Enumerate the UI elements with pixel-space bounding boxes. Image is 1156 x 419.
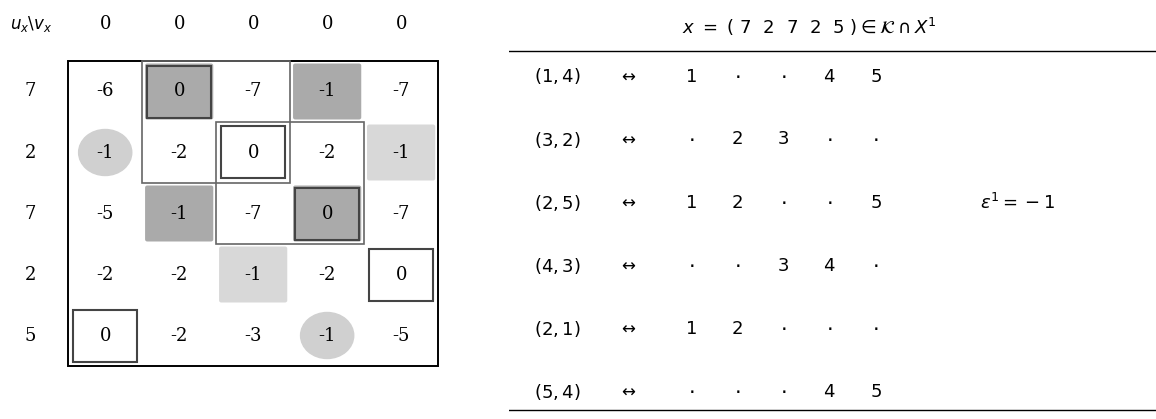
Text: $\leftrightarrow$: $\leftrightarrow$ — [618, 320, 636, 337]
Text: $\cdot$: $\cdot$ — [827, 193, 832, 212]
Text: 0: 0 — [321, 204, 333, 222]
Text: $\varepsilon^1 = -1$: $\varepsilon^1 = -1$ — [980, 192, 1054, 212]
Text: 0: 0 — [99, 326, 111, 344]
Text: $\cdot$: $\cdot$ — [734, 67, 740, 86]
Text: 0: 0 — [173, 83, 185, 101]
Text: 7: 7 — [24, 83, 36, 101]
Text: 2: 2 — [24, 266, 36, 284]
Bar — [221, 127, 284, 178]
FancyBboxPatch shape — [144, 186, 213, 241]
Text: -5: -5 — [96, 204, 114, 222]
Text: $(1,4)$: $(1,4)$ — [534, 67, 581, 86]
Text: $\cdot$: $\cdot$ — [827, 130, 832, 149]
Circle shape — [79, 129, 132, 176]
Text: $\cdot$: $\cdot$ — [688, 130, 694, 149]
Text: 7: 7 — [24, 204, 36, 222]
Text: $\leftrightarrow$: $\leftrightarrow$ — [618, 383, 636, 400]
Text: 5: 5 — [24, 326, 36, 344]
Text: -2: -2 — [170, 326, 188, 344]
FancyBboxPatch shape — [144, 64, 213, 119]
Text: $2$: $2$ — [731, 130, 743, 148]
Text: $\cdot$: $\cdot$ — [734, 382, 740, 401]
Text: -1: -1 — [392, 143, 410, 161]
Text: $5$: $5$ — [869, 194, 882, 212]
Text: $1$: $1$ — [684, 67, 697, 85]
Text: $\cdot$: $\cdot$ — [688, 256, 694, 275]
Text: $5$: $5$ — [869, 383, 882, 401]
Circle shape — [301, 313, 354, 359]
Text: -7: -7 — [392, 204, 410, 222]
Text: -7: -7 — [392, 83, 410, 101]
Text: $2$: $2$ — [731, 320, 743, 337]
Text: $4$: $4$ — [823, 67, 836, 85]
Text: $\cdot$: $\cdot$ — [734, 256, 740, 275]
Text: $\cdot$: $\cdot$ — [873, 256, 879, 275]
Text: -3: -3 — [244, 326, 262, 344]
Text: $3$: $3$ — [777, 130, 790, 148]
Text: 0: 0 — [173, 15, 185, 33]
Text: $\cdot$: $\cdot$ — [780, 67, 786, 86]
Text: $\cdot$: $\cdot$ — [688, 382, 694, 401]
Text: $(3,2)$: $(3,2)$ — [534, 129, 581, 150]
Text: -2: -2 — [318, 143, 336, 161]
Text: 0: 0 — [247, 143, 259, 161]
Text: -7: -7 — [244, 83, 262, 101]
Text: $(2,5)$: $(2,5)$ — [534, 192, 581, 212]
Text: -1: -1 — [318, 326, 336, 344]
Text: $3$: $3$ — [777, 256, 790, 274]
FancyBboxPatch shape — [368, 124, 436, 181]
Text: -2: -2 — [96, 266, 114, 284]
Text: $4$: $4$ — [823, 256, 836, 274]
Text: $\leftrightarrow$: $\leftrightarrow$ — [618, 194, 636, 211]
Text: $\cdot$: $\cdot$ — [827, 319, 832, 338]
Text: -2: -2 — [170, 143, 188, 161]
Bar — [74, 310, 136, 362]
Text: 2: 2 — [24, 143, 36, 161]
FancyBboxPatch shape — [294, 186, 361, 241]
Text: 0: 0 — [99, 15, 111, 33]
Text: $\cdot$: $\cdot$ — [780, 319, 786, 338]
Text: 0: 0 — [247, 15, 259, 33]
Text: -1: -1 — [170, 204, 188, 222]
FancyBboxPatch shape — [294, 64, 361, 119]
Text: $\leftrightarrow$: $\leftrightarrow$ — [618, 257, 636, 274]
Text: $\leftrightarrow$: $\leftrightarrow$ — [618, 68, 636, 85]
Bar — [216, 122, 364, 244]
Text: $\cdot$: $\cdot$ — [780, 382, 786, 401]
Text: $\cdot$: $\cdot$ — [873, 319, 879, 338]
Text: -1: -1 — [244, 266, 262, 284]
Text: 0: 0 — [321, 15, 333, 33]
Bar — [296, 187, 360, 240]
Text: -2: -2 — [318, 266, 336, 284]
Text: $5$: $5$ — [869, 67, 882, 85]
Text: -1: -1 — [96, 143, 114, 161]
Text: $2$: $2$ — [731, 194, 743, 212]
Text: $1$: $1$ — [684, 194, 697, 212]
Text: $(2,1)$: $(2,1)$ — [534, 318, 581, 339]
Text: $\leftrightarrow$: $\leftrightarrow$ — [618, 131, 636, 148]
Text: -1: -1 — [318, 83, 336, 101]
Bar — [142, 61, 290, 183]
Text: $u_x{\backslash}v_x$: $u_x{\backslash}v_x$ — [10, 14, 53, 34]
Text: $\cdot$: $\cdot$ — [873, 130, 879, 149]
Text: -6: -6 — [96, 83, 114, 101]
Text: 0: 0 — [395, 15, 407, 33]
Text: $1$: $1$ — [684, 320, 697, 337]
Text: $(4,3)$: $(4,3)$ — [534, 256, 581, 276]
Bar — [148, 65, 210, 117]
Text: 0: 0 — [395, 266, 407, 284]
Bar — [68, 61, 438, 366]
Text: -5: -5 — [392, 326, 410, 344]
FancyBboxPatch shape — [218, 246, 287, 303]
Bar — [370, 248, 434, 300]
Text: -7: -7 — [244, 204, 262, 222]
Text: $(5,4)$: $(5,4)$ — [534, 382, 581, 401]
Text: $\cdot$: $\cdot$ — [780, 193, 786, 212]
Text: $x \ = \ ( \ 7 \ \ 2 \ \ 7 \ \ 2 \ \ 5 \ ) \in \mathcal{K} \cap X^1$: $x \ = \ ( \ 7 \ \ 2 \ \ 7 \ \ 2 \ \ 5 \… — [682, 16, 936, 38]
Text: -2: -2 — [170, 266, 188, 284]
Text: $4$: $4$ — [823, 383, 836, 401]
